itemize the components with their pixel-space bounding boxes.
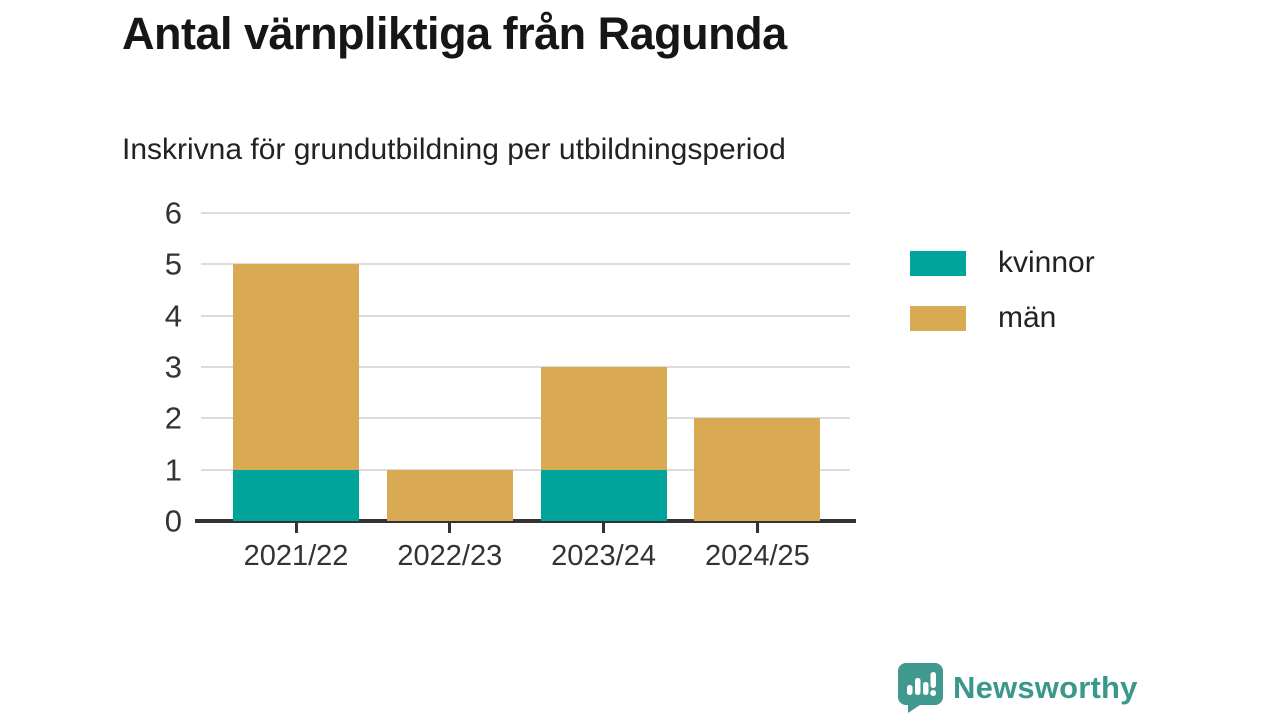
gridline-y1 [201,468,850,471]
bar-2023-24-kvinnor [540,469,667,521]
y-tick-label-1: 1 [164,452,182,488]
bar-2024-25-män [694,418,821,521]
bar-2021-22-män [233,264,359,470]
brand-footer: Newsworthy [897,662,1138,713]
bar-2021-22-kvinnor [233,469,359,521]
gridline-y3 [201,366,850,368]
x-axis-line [195,519,856,523]
legend: kvinnor män [910,246,1095,335]
x-tick-label-2023-24: 2023/24 [551,540,656,572]
plot-area [195,212,856,533]
newsworthy-logo-icon [898,663,943,713]
x-tick-label-2022-23: 2022/23 [397,540,503,572]
y-axis-labels: 0 1 2 3 4 5 6 [120,198,182,537]
y-tick-label-4: 4 [164,298,182,334]
chart-title: Antal värnpliktiga från Ragunda [122,8,787,59]
x-tick-2024-25 [755,523,759,533]
gridline-y4 [201,314,850,317]
y-tick-label-0: 0 [164,503,182,539]
x-tick-2023-24 [602,523,606,533]
bar-2022-23-män [386,469,513,521]
y-tick-label-3: 3 [164,349,182,385]
brand-name: Newsworthy [953,669,1138,705]
x-axis-labels: 2021/22 2022/23 2023/24 2024/25 [200,540,850,580]
gridline-y6 [201,212,850,214]
x-tick-label-2024-25: 2024/25 [704,540,810,572]
legend-label-man: män [998,301,1057,334]
y-tick-label-6: 6 [164,195,182,231]
x-tick-2021-22 [294,523,298,533]
legend-item-kvinnor: kvinnor [910,246,1095,280]
y-tick-label-2: 2 [164,400,182,436]
legend-swatch-kvinnor [910,250,966,276]
chart-subtitle: Inskrivna för grundutbildning per utbild… [122,133,786,166]
bar-2023-24-män [540,367,667,470]
x-tick-2022-23 [448,523,452,533]
gridline-y2 [201,417,850,420]
legend-item-man: män [910,301,1095,335]
legend-swatch-man [910,305,966,331]
legend-label-kvinnor: kvinnor [998,246,1095,279]
y-tick-label-5: 5 [164,246,182,282]
x-tick-label-2021-22: 2021/22 [243,540,349,572]
gridline-y5 [201,263,850,266]
